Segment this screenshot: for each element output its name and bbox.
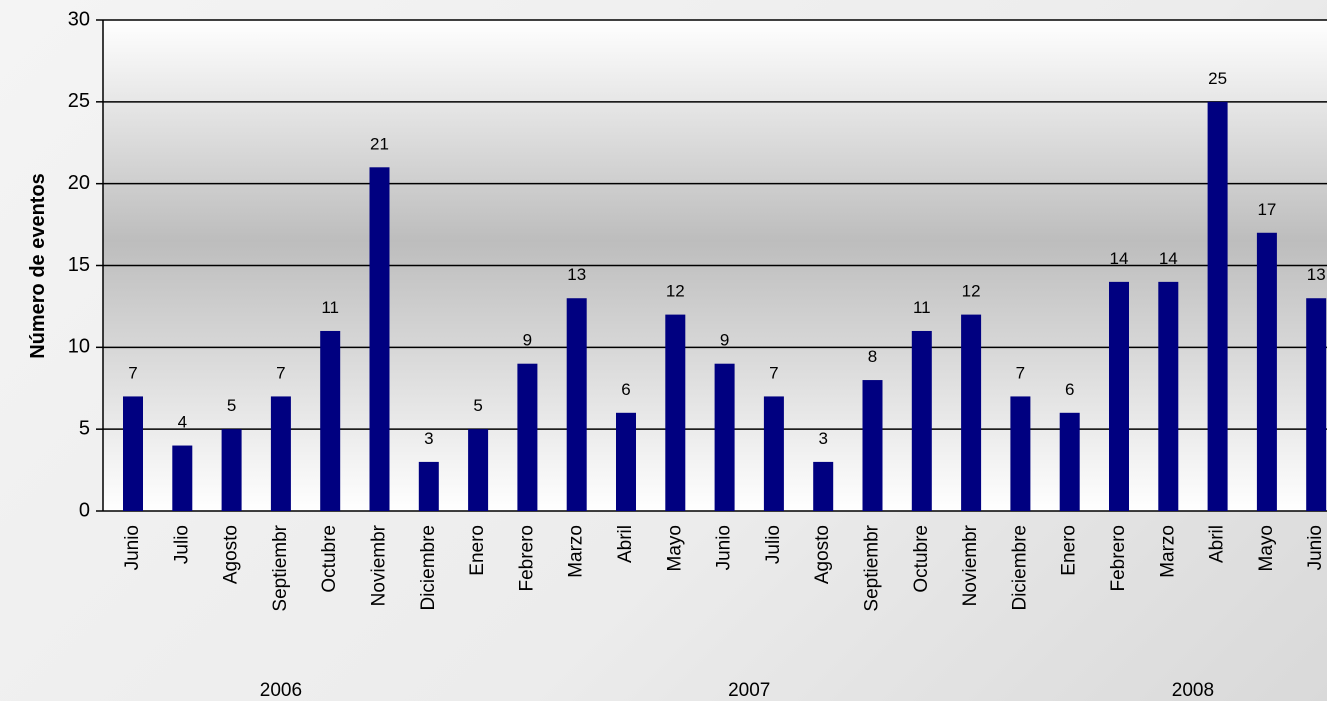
x-tick-label: Octubre xyxy=(319,525,340,593)
bar xyxy=(1207,101,1228,511)
value-label: 3 xyxy=(424,429,433,448)
bar xyxy=(1256,232,1277,511)
bar xyxy=(665,314,686,511)
y-tick-label: 20 xyxy=(68,172,90,194)
bar xyxy=(418,461,439,511)
bar xyxy=(221,429,242,511)
x-tick-label: Noviembr xyxy=(369,524,390,606)
value-label: 7 xyxy=(769,363,778,382)
y-tick-label: 0 xyxy=(79,499,90,521)
bar xyxy=(566,298,587,511)
bar xyxy=(1109,281,1129,511)
y-tick-label: 30 xyxy=(68,8,90,30)
y-tick-label: 5 xyxy=(79,417,90,439)
x-tick-label: Enero xyxy=(467,525,488,576)
x-tick-label: Marzo xyxy=(1157,525,1178,578)
value-label: 14 xyxy=(1110,249,1129,268)
x-tick-label: Abril xyxy=(615,525,636,563)
bar xyxy=(813,461,834,511)
value-label: 9 xyxy=(720,331,729,350)
bar xyxy=(862,380,883,511)
bar xyxy=(123,396,143,511)
value-label: 4 xyxy=(178,413,187,432)
x-tick-label: Agosto xyxy=(812,525,833,584)
y-tick-label: 15 xyxy=(68,254,90,276)
bar xyxy=(320,330,341,511)
value-label: 3 xyxy=(818,429,827,448)
x-tick-label: Junio xyxy=(1305,525,1326,570)
value-label: 7 xyxy=(1016,363,1025,382)
value-label: 8 xyxy=(868,347,877,366)
value-label: 13 xyxy=(567,265,586,284)
value-label: 12 xyxy=(666,282,685,301)
bar xyxy=(468,429,489,511)
bar xyxy=(517,363,538,511)
y-axis-label: Número de eventos xyxy=(27,173,49,359)
value-label: 5 xyxy=(227,396,236,415)
value-label: 5 xyxy=(473,396,482,415)
y-tick-label: 10 xyxy=(68,336,90,358)
bar xyxy=(1306,298,1327,511)
x-tick-label: Junio xyxy=(714,525,735,570)
bar xyxy=(172,445,193,511)
bar xyxy=(369,167,390,512)
x-tick-label: Julio xyxy=(171,525,192,564)
bar xyxy=(911,330,932,511)
value-label: 17 xyxy=(1257,200,1276,219)
value-label: 11 xyxy=(321,298,339,317)
value-label: 7 xyxy=(128,363,137,382)
x-tick-label: Mayo xyxy=(664,525,685,571)
x-tick-label: Octubre xyxy=(911,525,932,593)
bar xyxy=(1010,396,1031,511)
x-tick-label: Abril xyxy=(1207,525,1228,563)
value-label: 11 xyxy=(913,298,931,317)
x-tick-label: Mayo xyxy=(1256,525,1277,571)
value-label: 25 xyxy=(1208,69,1227,88)
x-tick-label: Febrero xyxy=(1108,525,1129,592)
x-tick-label: Julio xyxy=(763,525,784,564)
bar xyxy=(270,396,291,511)
group-label: 2006 xyxy=(260,680,302,701)
bar xyxy=(961,314,982,511)
bar xyxy=(616,412,636,511)
group-label: 2008 xyxy=(1172,680,1214,701)
x-tick-label: Septiembr xyxy=(270,524,291,611)
value-label: 6 xyxy=(621,380,630,399)
value-label: 12 xyxy=(962,282,981,301)
x-tick-label: Marzo xyxy=(566,525,587,578)
value-label: 7 xyxy=(276,363,285,382)
value-label: 14 xyxy=(1159,249,1178,268)
x-tick-label: Noviembr xyxy=(960,524,981,606)
x-tick-label: Diciembre xyxy=(418,525,439,611)
value-label: 21 xyxy=(370,134,389,153)
bar xyxy=(763,396,784,511)
value-label: 6 xyxy=(1065,380,1074,399)
bar xyxy=(1158,281,1179,511)
value-label: 13 xyxy=(1307,265,1326,284)
x-tick-label: Agosto xyxy=(221,525,242,584)
group-label: 2007 xyxy=(728,680,770,701)
bar xyxy=(714,363,735,511)
x-tick-label: Junio xyxy=(122,525,143,570)
x-tick-label: Septiembr xyxy=(862,524,883,611)
x-tick-label: Diciembre xyxy=(1009,525,1030,611)
x-tick-label: Enero xyxy=(1059,525,1080,576)
y-tick-label: 25 xyxy=(68,90,90,112)
bar xyxy=(1059,412,1080,511)
x-tick-label: Febrero xyxy=(516,525,537,592)
value-label: 9 xyxy=(523,331,532,350)
